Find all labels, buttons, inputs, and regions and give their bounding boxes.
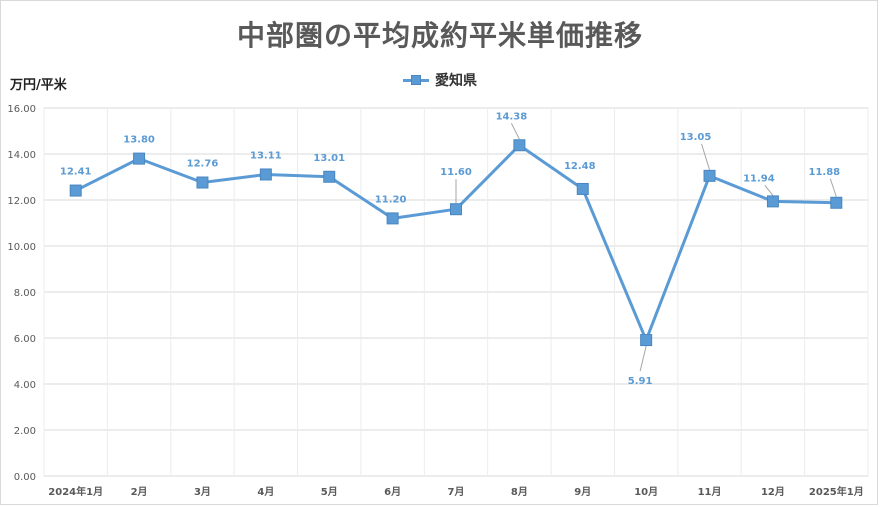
- chart-title: 中部圏の平均成約平米単価推移: [236, 19, 643, 52]
- x-tick-label: 4月: [257, 486, 274, 498]
- x-tick-label: 7月: [448, 486, 465, 498]
- x-tick-label: 6月: [384, 486, 401, 498]
- legend: 愛知県: [0, 70, 880, 90]
- x-tick-label: 5月: [321, 486, 338, 498]
- x-tick-label: 11月: [698, 486, 722, 498]
- y-tick-label: 14.00: [7, 150, 36, 161]
- y-tick-label: 16.00: [7, 104, 36, 115]
- data-label: 14.38: [496, 111, 528, 122]
- x-tick-label: 10月: [634, 486, 658, 498]
- data-label: 11.60: [440, 167, 472, 178]
- y-tick-label: 2.00: [14, 426, 36, 437]
- data-point-marker: [323, 170, 336, 183]
- data-label: 13.05: [680, 132, 712, 143]
- data-label: 12.41: [60, 167, 92, 178]
- data-label: 13.01: [313, 153, 345, 164]
- y-tick-label: 4.00: [14, 380, 36, 391]
- data-label-leader: [829, 178, 837, 197]
- data-point-marker: [259, 168, 272, 181]
- data-point-marker: [703, 169, 716, 182]
- data-label-leader: [701, 143, 711, 170]
- data-label-leader: [764, 185, 774, 196]
- data-point-marker: [69, 184, 82, 197]
- data-label: 13.80: [123, 135, 155, 146]
- y-tick-label: 8.00: [14, 288, 36, 299]
- x-tick-label: 2025年1月: [809, 485, 864, 498]
- x-tick-label: 12月: [761, 486, 785, 498]
- data-point-marker: [640, 334, 653, 347]
- data-label: 12.48: [564, 161, 596, 172]
- x-tick-label: 3月: [194, 486, 211, 498]
- y-tick-label: 12.00: [7, 196, 36, 207]
- data-label: 13.11: [250, 150, 282, 161]
- data-label-leader: [510, 123, 520, 140]
- data-label: 11.94: [743, 173, 775, 184]
- data-point-marker: [133, 152, 146, 165]
- legend-label: 愛知県: [435, 73, 477, 89]
- legend-marker-icon: [403, 73, 429, 87]
- x-tick-label: 2024年1月: [48, 485, 103, 498]
- data-label: 11.88: [808, 167, 840, 178]
- data-point-marker: [513, 139, 526, 152]
- y-tick-label: 0.00: [14, 472, 36, 483]
- data-point-marker: [196, 176, 209, 189]
- x-tick-label: 8月: [511, 486, 528, 498]
- data-label-leader: [639, 345, 647, 372]
- y-tick-label: 6.00: [14, 334, 36, 345]
- y-tick-label: 10.00: [7, 242, 36, 253]
- x-tick-label: 2月: [131, 486, 148, 498]
- data-label: 11.20: [375, 194, 407, 205]
- data-point-marker: [450, 203, 462, 216]
- y-axis-unit-label: 万円/平米: [10, 78, 67, 93]
- data-point-marker: [576, 182, 589, 195]
- data-point-marker: [766, 195, 779, 208]
- data-point-marker: [386, 212, 399, 225]
- x-tick-label: 9月: [574, 486, 591, 498]
- data-label: 5.91: [628, 376, 653, 387]
- data-point-marker: [830, 196, 843, 209]
- data-label: 12.76: [187, 159, 219, 170]
